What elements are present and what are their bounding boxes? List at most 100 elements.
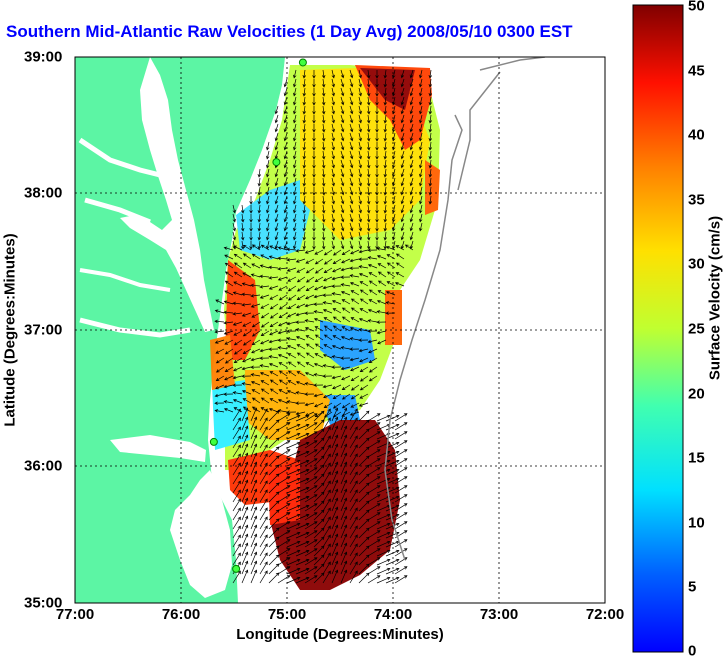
velocity-arrow [257, 222, 262, 232]
station-markers [209, 58, 307, 573]
velocity-arrow [304, 249, 315, 254]
velocity-arrow [268, 527, 280, 539]
velocity-arrow [419, 150, 423, 160]
velocity-arrow [304, 530, 318, 539]
colorbar-tick: 20 [688, 385, 705, 403]
velocity-arrow [321, 132, 326, 142]
velocity-arrow [251, 312, 261, 318]
velocity-arrow [358, 473, 370, 485]
velocity-arrow [266, 168, 270, 178]
velocity-arrow [251, 348, 261, 354]
velocity-arrow [349, 240, 354, 250]
velocity-arrow [331, 105, 335, 115]
velocity-arrow [340, 204, 345, 214]
velocity-arrow [340, 542, 348, 557]
velocity-arrow [259, 498, 268, 512]
velocity-arrow [340, 195, 345, 205]
velocity-arrow [400, 213, 405, 223]
velocity-arrow [385, 468, 400, 476]
velocity-arrow [366, 132, 371, 142]
velocity-arrow [331, 551, 339, 566]
velocity-arrow [283, 159, 288, 169]
velocity-arrow [331, 533, 339, 548]
velocity-arrow [409, 159, 414, 169]
velocity-arrow [295, 495, 310, 503]
velocity-arrow [331, 78, 335, 88]
velocity-arrow [250, 434, 258, 449]
velocity-arrow [242, 357, 252, 363]
velocity-arrow [400, 168, 405, 178]
velocity-arrow [376, 531, 391, 539]
velocity-arrow [305, 343, 315, 350]
velocity-arrow [277, 338, 288, 342]
velocity-arrow [215, 366, 225, 373]
velocity-arrow [251, 244, 261, 251]
velocity-arrow [394, 539, 408, 548]
velocity-arrow [349, 168, 354, 178]
velocity-arrow [367, 476, 381, 485]
velocity-arrow [349, 159, 354, 169]
velocity-arrow [296, 344, 306, 350]
velocity-arrow [367, 530, 381, 539]
velocity-arrow [283, 87, 288, 97]
velocity-arrow [383, 204, 388, 214]
velocity-arrow [394, 566, 408, 575]
velocity-arrow [375, 177, 379, 187]
velocity-arrow [233, 339, 243, 346]
velocity-arrow [340, 275, 351, 279]
x-tick-label: 77:00 [55, 606, 95, 623]
velocity-arrow [428, 132, 433, 142]
velocity-arrow [400, 141, 405, 151]
velocity-arrow [366, 87, 371, 97]
velocity-arrow [302, 114, 306, 124]
velocity-arrow [349, 516, 358, 530]
velocity-arrow [331, 300, 342, 305]
velocity-arrow [277, 494, 291, 503]
velocity-arrow [233, 366, 243, 372]
velocity-arrow [214, 409, 225, 413]
velocity-arrow [249, 222, 253, 232]
velocity-arrow [322, 364, 333, 368]
velocity-arrow [375, 141, 379, 151]
velocity-arrow [349, 426, 358, 440]
velocity-arrow [293, 195, 297, 205]
velocity-arrow [331, 96, 335, 106]
velocity-arrow [377, 280, 387, 287]
velocity-arrow [358, 455, 370, 467]
velocity-arrow [376, 414, 391, 422]
velocity-arrow [215, 348, 225, 354]
velocity-arrow [295, 336, 306, 341]
velocity-arrow [283, 177, 288, 187]
velocity-arrow [419, 105, 423, 115]
velocity-arrow [274, 132, 279, 142]
velocity-arrow [232, 516, 241, 530]
velocity-arrow [349, 480, 358, 494]
y-tick-label: 37:00 [24, 321, 63, 339]
velocity-arrow [224, 271, 234, 278]
velocity-arrow [358, 527, 370, 539]
velocity-arrow [277, 267, 288, 271]
y-tick-label: 38:00 [24, 184, 63, 202]
velocity-arrow [224, 366, 234, 373]
velocity-arrow [358, 78, 362, 88]
velocity-arrow [409, 78, 414, 88]
velocity-arrow [268, 265, 279, 270]
velocity-arrow [358, 545, 370, 557]
velocity-arrow [232, 570, 241, 584]
velocity-arrow [350, 249, 360, 255]
velocity-arrow [274, 168, 279, 178]
velocity-arrow [332, 384, 342, 390]
velocity-arrow [224, 348, 234, 355]
velocity-arrow [257, 231, 262, 241]
velocity-arrow [293, 78, 297, 88]
velocity-arrow [358, 572, 370, 584]
velocity-arrow [260, 244, 270, 251]
velocity-arrow [349, 231, 354, 241]
velocity-arrow [224, 339, 234, 345]
velocity-arrow [358, 518, 370, 530]
velocity-arrow [385, 290, 396, 296]
velocity-arrow [268, 285, 279, 290]
velocity-arrow [349, 357, 360, 362]
velocity-arrow [312, 231, 316, 241]
